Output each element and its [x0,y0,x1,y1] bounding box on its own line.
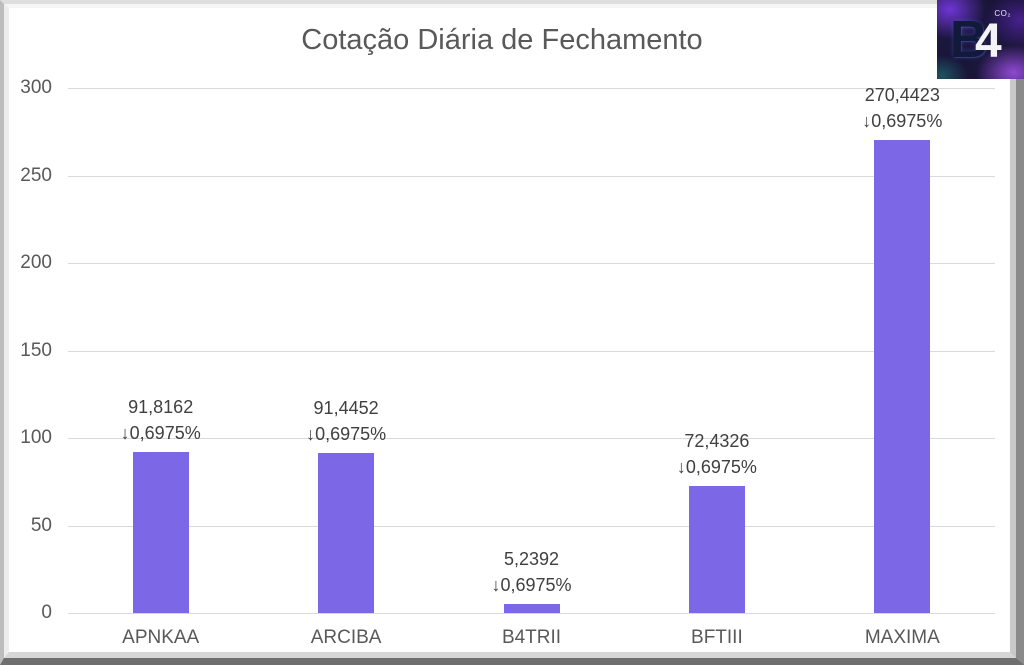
gridline-y-50 [68,525,995,527]
xtick-label-apnkaa: APNKAA [122,627,200,648]
bar-label-apnkaa: 91,8162 ↓0,6975% [61,394,261,446]
bar-value-apnkaa: 91,8162 [128,397,194,418]
ytick-label-50: 50 [30,514,52,536]
ytick-label-100: 100 [20,427,52,448]
chart-title: Cotação Diária de Fechamento [301,24,703,56]
ytick-label-200: 200 [20,252,52,273]
gridline-y-300 [68,88,995,89]
xtick-label-b4trii: B4TRII [501,627,562,648]
logo-letter-b: B [950,11,988,69]
gridline-y-150 [68,350,995,352]
gridline-y-0 [68,613,995,614]
logo-co2-label: CO₂ [994,9,1011,18]
gridline-y-100 [68,438,995,439]
logo-letter-4: 4 [975,15,1002,68]
gridline-y-200 [68,263,995,264]
gridline-y-250 [68,175,995,177]
bar-label-arciba: 91,4452 ↓0,6975% [246,395,446,447]
bar-label-b4trii: 5,2392 ↓0,6975% [432,546,632,598]
bar-maxima[interactable] [874,139,931,613]
xtick-label-bftiii: BFTIII [691,627,743,648]
ytick-label-0: 0 [41,602,52,623]
bar-label-maxima: 270,4423 ↓0,6975% [802,82,1002,134]
bar-change-bftiii: ↓0,6975% [676,457,757,478]
bar-change-b4trii: ↓0,6975% [491,574,572,595]
bar-b4trii[interactable] [503,603,560,613]
bar-value-maxima: 270,4423 [864,84,940,105]
ytick-label-300: 300 [20,77,52,98]
plot-area [68,88,995,614]
bar-value-b4trii: 5,2392 [503,548,560,569]
bar-apnkaa[interactable] [132,452,189,613]
bar-value-bftiii: 72,4326 [684,431,750,452]
bar-change-apnkaa: ↓0,6975% [120,423,201,444]
ytick-label-150: 150 [20,339,52,361]
xtick-label-arciba: ARCIBA [310,627,382,648]
bar-arciba[interactable] [318,452,375,613]
bar-label-bftiii: 72,4326 ↓0,6975% [617,428,817,480]
bar-change-maxima: ↓0,6975% [862,110,943,131]
xtick-label-maxima: MAXIMA [864,627,940,648]
bar-change-arciba: ↓0,6975% [306,423,387,444]
bar-value-arciba: 91,4452 [313,397,379,418]
b4-co2-logo: B 4 CO₂ [937,0,1024,79]
bar-bftiii[interactable] [688,486,745,613]
ytick-label-250: 250 [20,164,52,186]
